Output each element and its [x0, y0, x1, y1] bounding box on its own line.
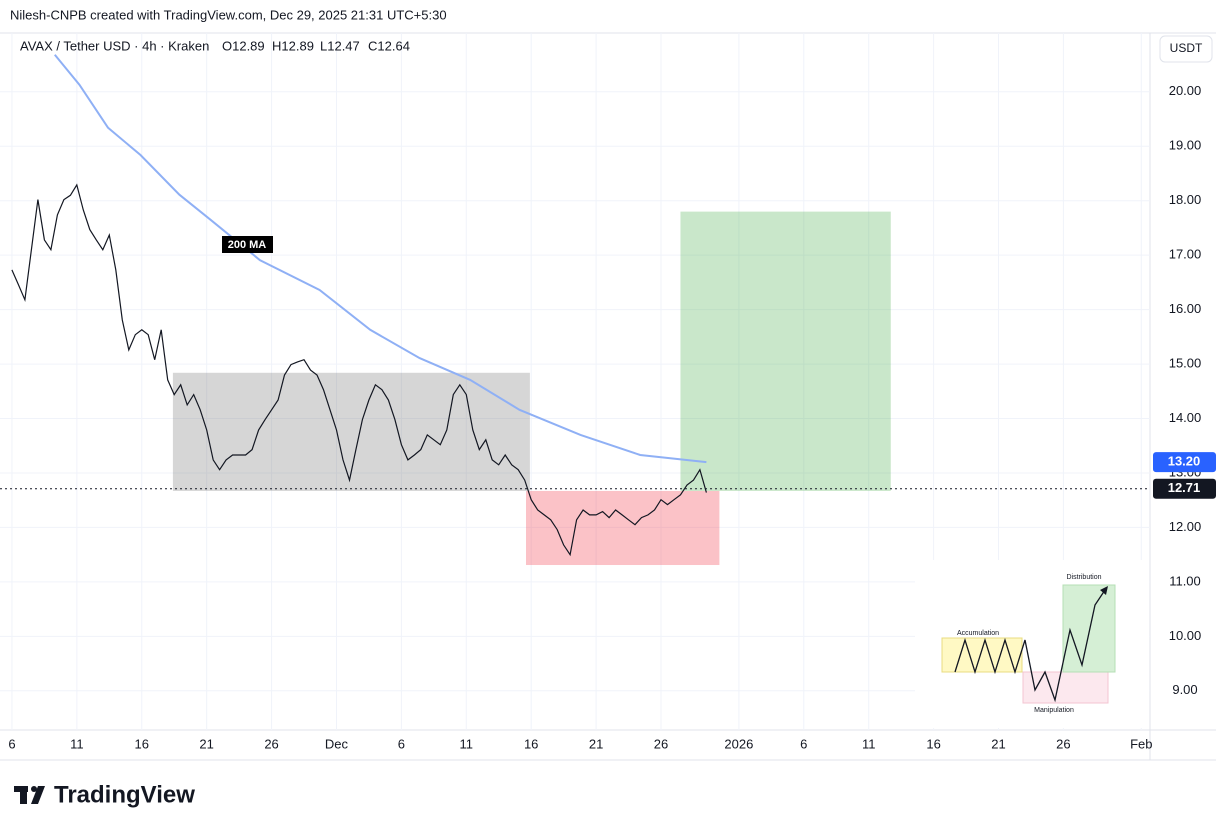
accumulation-zone	[941, 637, 1023, 673]
y-tick-label: 12.00	[1169, 519, 1202, 534]
manipulation-zone	[1022, 671, 1109, 704]
inset-label: Manipulation	[1034, 707, 1074, 714]
x-tick-label: 6	[398, 736, 405, 751]
cycle-path	[954, 589, 1106, 703]
price-label: 12.71	[1168, 480, 1201, 495]
series-line	[11, 183, 707, 557]
price-label-box	[1153, 478, 1216, 499]
zone	[680, 211, 891, 491]
ma-tag-label: 200 MA	[228, 239, 267, 251]
price-label: 13.20	[1168, 454, 1201, 469]
x-tick-label: 26	[264, 736, 278, 751]
x-tick-label: 16	[135, 736, 149, 751]
inset-label: Accumulation	[957, 630, 999, 637]
x-tick-label: 26	[1056, 736, 1070, 751]
y-tick-label: 9.00	[1172, 682, 1197, 697]
logo-part	[31, 786, 37, 792]
currency-label[interactable]: USDT	[1170, 41, 1203, 55]
arrow-head	[1100, 586, 1108, 595]
y-tick-label: 20.00	[1169, 83, 1202, 98]
x-tick-label: Feb	[1130, 736, 1152, 751]
ohlc: O12.89	[222, 38, 265, 53]
logo-part	[20, 786, 27, 804]
y-tick-label: 14.00	[1169, 410, 1202, 425]
x-tick-label: 26	[654, 736, 668, 751]
logo-part	[31, 786, 45, 804]
currency-button[interactable]: USDT	[1159, 35, 1213, 63]
ma-tag-box	[222, 236, 273, 253]
x-tick-label: Dec	[325, 736, 349, 751]
x-tick-label: 11	[70, 736, 84, 751]
x-tick-label: 21	[199, 736, 213, 751]
distribution-zone	[1062, 584, 1116, 673]
x-tick-label: 6	[800, 736, 807, 751]
x-tick-label: 6	[8, 736, 15, 751]
y-tick-label: 16.00	[1169, 301, 1202, 316]
brand: TradingView	[14, 781, 195, 808]
y-tick-label: 19.00	[1169, 138, 1202, 153]
y-tick-label: 15.00	[1169, 356, 1202, 371]
series-line	[54, 54, 707, 464]
x-tick-label: 11	[862, 736, 876, 751]
x-tick-label: 21	[589, 736, 603, 751]
ohlc: L12.47	[320, 38, 360, 53]
price-labels: 13.20 12.71	[1153, 452, 1216, 499]
zone	[525, 490, 720, 566]
x-tick-label: 16	[926, 736, 940, 751]
y-tick-label: 18.00	[1169, 192, 1202, 207]
header: Nilesh-CNPB created with TradingView.com…	[10, 7, 447, 22]
y-tick-label: 10.00	[1169, 628, 1202, 643]
plot	[0, 54, 1150, 566]
x-tick-label: 2026	[724, 736, 753, 751]
legend-symbol: AVAX / Tether USD · 4h · Kraken	[20, 38, 209, 53]
ohlc: H12.89	[272, 38, 314, 53]
x-tick-label: 21	[991, 736, 1005, 751]
x-tick-label: 11	[460, 736, 474, 751]
brand-name: TradingView	[54, 781, 195, 808]
ma-tag: 200 MA	[222, 236, 273, 253]
x-tick-label: 16	[524, 736, 538, 751]
price-label-box	[1153, 452, 1216, 473]
legend: AVAX / Tether USD · 4h · Kraken O12.89 H…	[20, 38, 410, 53]
y-tick-label: 11.00	[1169, 573, 1201, 588]
inset-label: Distribution	[1066, 574, 1101, 581]
ohlc: C12.64	[368, 38, 410, 53]
currency-button-box[interactable]	[1159, 35, 1213, 63]
inset-diagram: Accumulation Manipulation Distribution	[915, 560, 1149, 728]
y-tick-label: 17.00	[1169, 247, 1202, 262]
